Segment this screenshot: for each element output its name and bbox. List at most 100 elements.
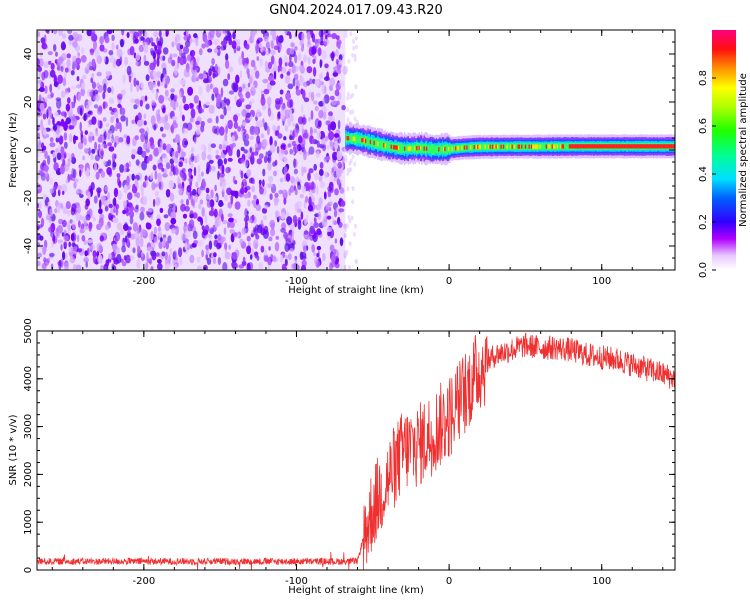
noise-speckle: [78, 220, 81, 228]
noise-speckle: [140, 251, 144, 258]
noise-speckle: [139, 128, 145, 134]
noise-speckle: [254, 242, 258, 250]
noise-speckle: [268, 175, 274, 183]
signal-band-segment: [412, 144, 414, 153]
signal-core-segment: [598, 144, 600, 149]
noise-speckle: [265, 49, 270, 56]
noise-speckle: [292, 130, 295, 141]
noise-speckle: [62, 251, 66, 261]
noise-speckle: [65, 179, 69, 184]
noise-speckle: [257, 120, 264, 128]
noise-speckle: [294, 54, 298, 64]
noise-speckle: [121, 30, 125, 36]
signal-core-segment: [659, 144, 661, 149]
noise-speckle: [87, 191, 91, 200]
noise-speckle: [200, 217, 204, 226]
noise-speckle: [308, 146, 315, 155]
signal-core-segment: [668, 144, 671, 149]
signal-band-segment: [526, 143, 528, 150]
noise-speckle: [228, 148, 233, 157]
noise-speckle: [285, 173, 291, 182]
noise-speckle: [119, 122, 122, 133]
signal-core-segment: [616, 144, 618, 149]
signal-band-segment: [566, 143, 568, 150]
noise-speckle: [309, 126, 313, 136]
noise-speckle: [224, 251, 231, 260]
noise-speckle: [165, 188, 171, 198]
noise-speckle: [58, 56, 64, 65]
signal-core-segment: [403, 146, 406, 151]
noise-speckle: [184, 40, 191, 48]
noise-speckle: [175, 134, 180, 140]
noise-speckle: [83, 257, 89, 263]
noise-speckle: [133, 31, 139, 39]
noise-speckle: [110, 116, 114, 123]
noise-speckle: [194, 193, 198, 203]
signal-band-segment: [557, 142, 560, 151]
noise-speckle: [316, 185, 319, 195]
noise-speckle: [38, 224, 43, 229]
noise-speckle: [260, 30, 266, 35]
noise-speckle: [289, 47, 295, 55]
noise-speckle: [57, 239, 63, 244]
noise-speckle: [300, 211, 304, 220]
noise-speckle: [162, 47, 169, 55]
noise-speckle: [327, 215, 332, 220]
noise-speckle: [206, 199, 212, 208]
signal-band-segment: [460, 144, 462, 152]
noise-speckle: [222, 78, 229, 87]
noise-speckle: [325, 120, 331, 126]
noise-speckle: [52, 117, 55, 126]
noise-speckle: [113, 207, 116, 214]
signal-core-segment: [473, 145, 475, 150]
noise-speckle: [223, 227, 227, 235]
noise-speckle: [311, 244, 316, 253]
noise-speckle: [65, 201, 71, 210]
noise-speckle: [246, 68, 250, 75]
noise-speckle: [253, 251, 259, 256]
noise-speckle: [71, 152, 75, 162]
noise-speckle: [136, 259, 141, 269]
snr-y-axis-label: SNR (10 * v/v): [8, 414, 19, 485]
noise-speckle: [148, 81, 154, 91]
noise-speckle: [115, 118, 119, 123]
signal-core-segment: [347, 136, 350, 141]
noise-speckle: [351, 154, 355, 160]
noise-speckle: [99, 235, 105, 242]
signal-band-segment: [368, 137, 370, 146]
noise-speckle: [114, 142, 117, 148]
signal-core-segment: [656, 144, 659, 149]
y-tick-label: 40: [23, 48, 34, 61]
noise-speckle: [103, 83, 107, 94]
noise-speckle: [272, 124, 276, 131]
noise-speckle: [94, 48, 100, 58]
noise-speckle: [103, 55, 107, 63]
noise-speckle: [316, 230, 322, 236]
signal-core-segment: [642, 144, 644, 149]
noise-speckle: [183, 103, 190, 111]
noise-speckle: [139, 211, 145, 221]
noise-speckle: [37, 58, 41, 66]
noise-speckle: [317, 211, 321, 221]
noise-speckle: [84, 130, 89, 136]
noise-speckle: [103, 160, 107, 166]
noise-speckle: [85, 69, 89, 74]
noise-speckle: [238, 264, 245, 269]
noise-speckle: [273, 170, 277, 177]
noise-speckle: [184, 140, 189, 146]
noise-speckle: [92, 254, 97, 264]
noise-speckle: [137, 245, 141, 254]
noise-speckle: [262, 78, 269, 84]
noise-speckle: [98, 143, 101, 150]
noise-speckle: [64, 262, 69, 270]
noise-speckle: [54, 208, 58, 214]
signal-band-segment: [465, 144, 467, 151]
noise-speckle: [312, 58, 316, 64]
noise-speckle: [318, 30, 324, 38]
noise-speckle: [244, 220, 248, 229]
noise-speckle: [302, 245, 307, 253]
noise-speckle: [263, 155, 268, 164]
noise-speckle: [337, 100, 340, 106]
noise-speckle: [72, 263, 77, 270]
noise-speckle: [339, 187, 345, 194]
